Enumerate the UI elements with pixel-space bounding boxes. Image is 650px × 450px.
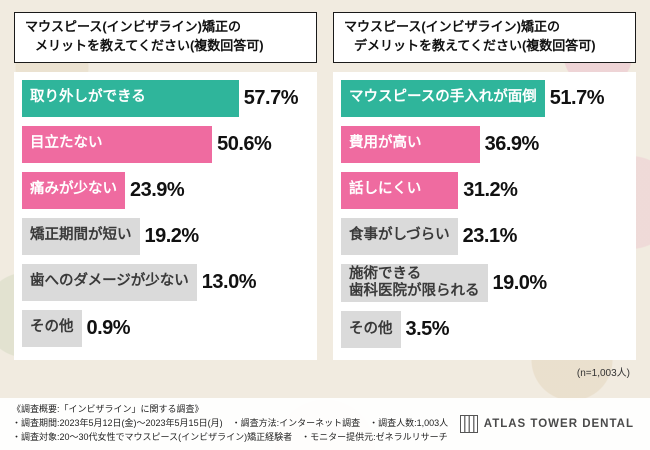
demerits-chart-title: マウスピース(インビザライン)矯正の デメリットを教えてください(複数回答可)	[333, 12, 636, 63]
bar-label: 話しにくい	[349, 181, 422, 198]
bar-label: 痛みが少ない	[30, 181, 117, 198]
bar-row: 取り外しができる 57.7%	[22, 79, 311, 117]
bar-row: 目立たない 50.6%	[22, 125, 311, 163]
bar: 取り外しができる	[22, 79, 239, 117]
bar-row: 矯正期間が短い 19.2%	[22, 217, 311, 255]
bar: 目立たない	[22, 125, 213, 163]
merits-chart-panel: 取り外しができる 57.7% 目立たない 50.6% 痛みが少ない 23.9%	[14, 71, 317, 360]
bar-row: その他 3.5%	[341, 311, 630, 349]
chart-columns: マウスピース(インビザライン)矯正の メリットを教えてください(複数回答可) 取…	[14, 12, 636, 360]
merits-chart: マウスピース(インビザライン)矯正の メリットを教えてください(複数回答可) 取…	[14, 12, 317, 360]
bar: 食事がしづらい	[341, 217, 458, 255]
bar-label: 歯へのダメージが少ない	[30, 273, 189, 290]
bar: 歯へのダメージが少ない	[22, 263, 197, 301]
title-line-2: メリットを教えてください(複数回答可)	[35, 37, 264, 53]
bar-label: 食事がしづらい	[349, 227, 450, 244]
bar-label: マウスピースの手入れが面倒	[349, 89, 537, 106]
bar-value: 51.7%	[549, 86, 605, 109]
bar: マウスピースの手入れが面倒	[341, 79, 545, 117]
survey-line-1: ・調査期間:2023年5月12日(金)〜2023年5月15日(月) ・調査方法:…	[12, 418, 449, 429]
demerits-chart: マウスピース(インビザライン)矯正の デメリットを教えてください(複数回答可) …	[333, 12, 636, 360]
sample-size-note: (n=1,003人)	[576, 367, 630, 379]
demerits-chart-panel: マウスピースの手入れが面倒 51.7% 費用が高い 36.9% 話しにくい 31…	[333, 71, 636, 360]
bar: 痛みが少ない	[22, 171, 125, 209]
merits-chart-title: マウスピース(インビザライン)矯正の メリットを教えてください(複数回答可)	[14, 12, 317, 63]
bar-label: 矯正期間が短い	[30, 227, 132, 244]
bar-value: 0.9%	[86, 316, 131, 339]
bar-label: 取り外しができる	[30, 89, 146, 106]
logo-text: ATLAS TOWER DENTAL	[483, 418, 634, 430]
bar-row: 施術できる 歯科医院が限られる 19.0%	[341, 263, 630, 303]
building-icon	[459, 415, 478, 433]
bar-value: 19.2%	[144, 224, 200, 247]
bar-label: その他	[30, 319, 74, 336]
bar: その他	[341, 311, 401, 349]
bar: 話しにくい	[341, 171, 459, 209]
bar-value: 13.0%	[201, 270, 257, 293]
bar-value: 50.6%	[217, 132, 272, 155]
survey-summary-title: 《調査概要:「インビザライン」に関する調査》	[12, 404, 204, 415]
survey-summary: 《調査概要:「インビザライン」に関する調査》 ・調査期間:2023年5月12日(…	[12, 403, 448, 445]
bar-label: その他	[349, 321, 393, 338]
title-line-1: マウスピース(インビザライン)矯正の	[25, 19, 242, 34]
footer: 《調査概要:「インビザライン」に関する調査》 ・調査期間:2023年5月12日(…	[0, 398, 650, 450]
bar-value: 3.5%	[405, 318, 450, 341]
bar-value: 31.2%	[463, 178, 518, 201]
bar-row: 費用が高い 36.9%	[341, 125, 630, 163]
atlas-tower-dental-logo: ATLAS TOWER DENTAL	[459, 415, 634, 433]
bar-row: 痛みが少ない 23.9%	[22, 171, 311, 209]
title-line-1: マウスピース(インビザライン)矯正の	[344, 19, 561, 34]
bar-label: 目立たない	[30, 135, 103, 152]
survey-line-2: ・調査対象:20〜30代女性でマウスピース(インビザライン)矯正経験者 ・モニタ…	[12, 431, 448, 442]
bar: その他	[22, 309, 82, 347]
bar-value: 57.7%	[243, 86, 299, 109]
bar: 矯正期間が短い	[22, 217, 140, 255]
bar-value: 23.1%	[462, 224, 518, 247]
bar-label: 施術できる 歯科医院が限られる	[349, 265, 480, 300]
bar-row: 歯へのダメージが少ない 13.0%	[22, 263, 311, 301]
title-line-2: デメリットを教えてください(複数回答可)	[354, 37, 596, 53]
bar-value: 36.9%	[484, 132, 540, 155]
bar-row: 話しにくい 31.2%	[341, 171, 630, 209]
bar-value: 23.9%	[130, 178, 185, 201]
bar-value: 19.0%	[492, 271, 548, 294]
bar-row: その他 0.9%	[22, 309, 311, 347]
bar: 費用が高い	[341, 125, 480, 163]
bar: 施術できる 歯科医院が限られる	[341, 263, 488, 303]
bar-row: マウスピースの手入れが面倒 51.7%	[341, 79, 630, 117]
bar-row: 食事がしづらい 23.1%	[341, 217, 630, 255]
bar-label: 費用が高い	[349, 135, 422, 152]
